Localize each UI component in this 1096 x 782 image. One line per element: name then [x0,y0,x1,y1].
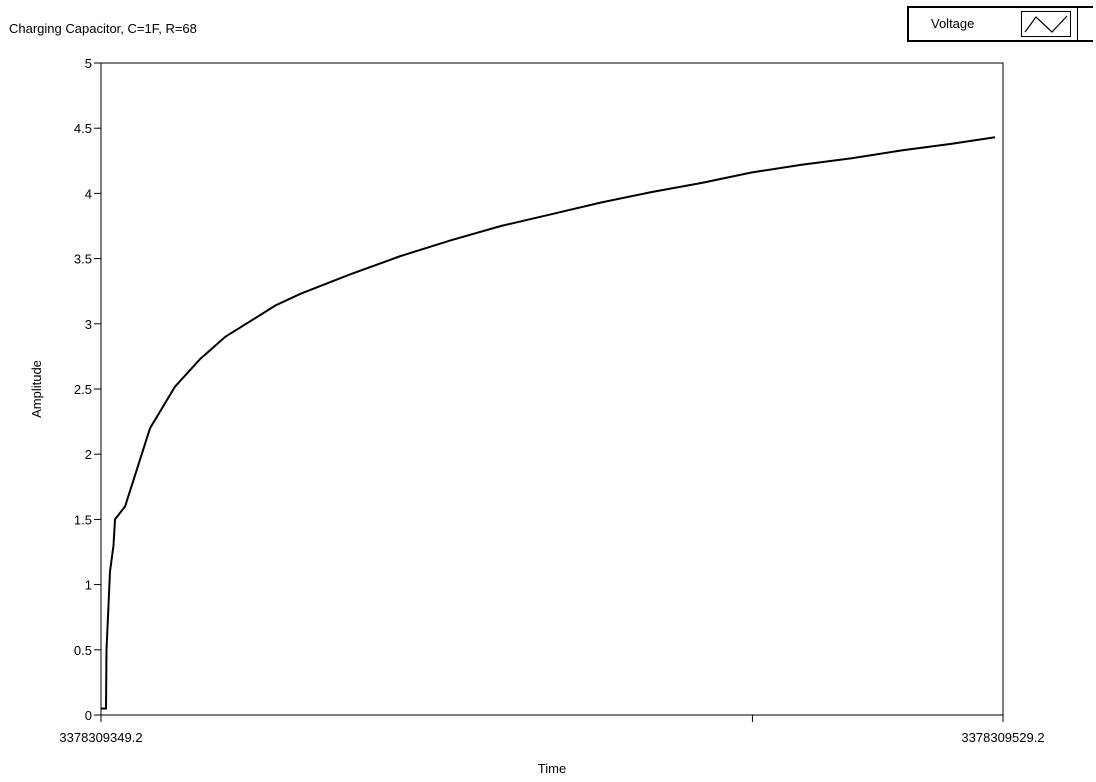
y-tick-label: 3 [85,317,92,332]
y-tick-label: 2.5 [74,382,92,397]
legend-divider [1077,8,1078,42]
y-axis: 0 0.5 1 1.5 2 2.5 3 3.5 4 4.5 5 [74,56,101,723]
line-sample-icon[interactable] [1021,11,1071,37]
y-tick-label: 4.5 [74,121,92,136]
plot-area[interactable] [100,62,1004,716]
y-tick-label: 0 [85,708,92,723]
x-tick-label: 3378309529.2 [961,730,1044,745]
y-tick-label: 0.5 [74,643,92,658]
x-axis-label: Time [538,761,566,776]
graph-title: Charging Capacitor, C=1F, R=68 [9,21,197,36]
x-tick-label: 3378309349.2 [59,730,142,745]
y-tick-label: 1.5 [74,512,92,527]
plot-legend[interactable]: Voltage [907,6,1093,42]
y-axis-label: Amplitude [29,360,44,418]
y-tick-label: 5 [85,56,92,71]
legend-label: Voltage [931,16,975,31]
series-line-voltage [101,136,996,710]
y-tick-label: 4 [85,186,92,201]
x-axis: 3378309349.2 3378309529.2 [59,715,1045,745]
y-tick-label: 2 [85,447,92,462]
y-tick-label: 1 [85,578,92,593]
y-tick-label: 3.5 [74,252,92,267]
